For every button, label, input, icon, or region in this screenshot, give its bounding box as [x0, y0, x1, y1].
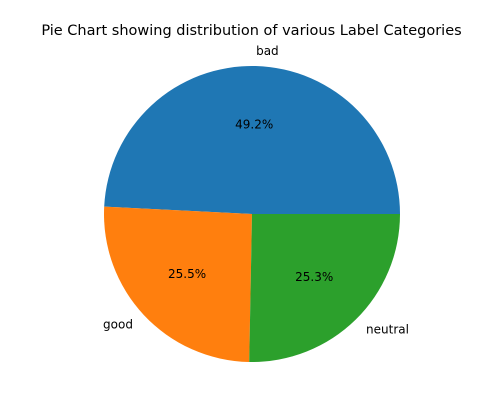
- pie-slices-group: [104, 65, 401, 362]
- slice-label-neutral: neutral: [366, 323, 409, 337]
- chart-title: Pie Chart showing distribution of variou…: [41, 23, 461, 39]
- slice-label-good: good: [103, 318, 133, 332]
- pie-labels-group: bad 49.2% good 25.5% neutral 25.3%: [103, 44, 409, 337]
- pie-slice-neutral: [249, 214, 400, 362]
- slice-percent-good: 25.5%: [168, 267, 206, 281]
- pie-slice-bad: [104, 65, 401, 214]
- slice-label-bad: bad: [256, 44, 279, 58]
- slice-percent-neutral: 25.3%: [295, 270, 333, 284]
- pie-slice-good: [104, 206, 252, 362]
- slice-percent-bad: 49.2%: [235, 118, 273, 132]
